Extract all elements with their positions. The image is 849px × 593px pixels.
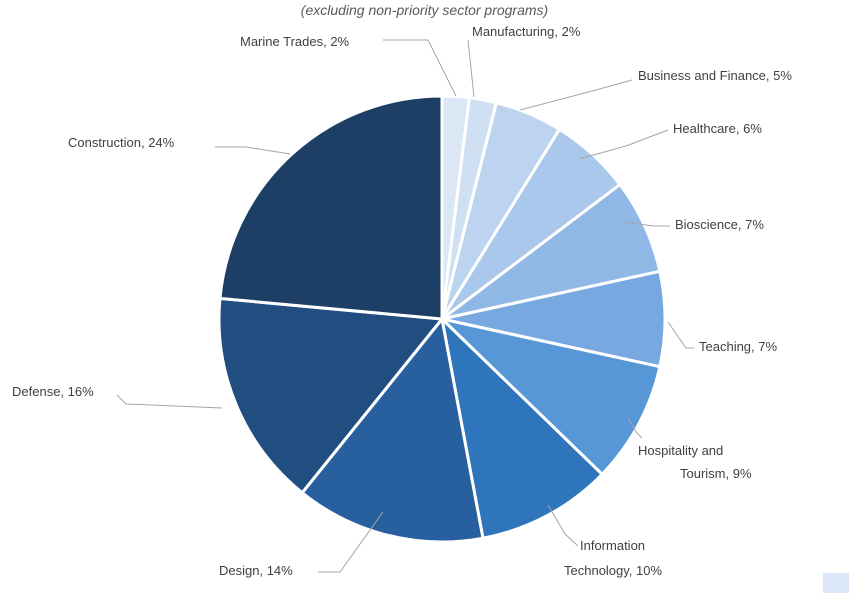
leader-line-information-technology	[547, 504, 579, 547]
leader-line-manufacturing	[467, 39, 475, 98]
pie-slice-defense	[217, 296, 445, 495]
leader-line-construction	[215, 146, 291, 155]
slice-label-defense: Defense, 16%	[12, 384, 94, 399]
leader-line-teaching	[667, 321, 694, 349]
slice-labels: Marine Trades, 2% Manufacturing, 2% Busine…	[12, 24, 792, 578]
slice-label-hospitality-and-tourism: Hospitality and Tourism, 9%	[638, 443, 752, 481]
slice-label-manufacturing: Manufacturing, 2%	[472, 24, 581, 39]
leader-line-bioscience	[621, 221, 670, 227]
slice-label-teaching: Teaching, 7%	[699, 339, 777, 354]
slice-label-marine-trades: Marine Trades, 2%	[240, 34, 350, 49]
slice-label-design: Design, 14%	[219, 563, 293, 578]
pie-slice-information-technology	[439, 314, 605, 540]
slice-label-healthcare: Healthcare, 6%	[673, 121, 762, 136]
leader-line-marine-trades	[383, 39, 457, 97]
leader-line-hospitality-and-tourism	[627, 417, 643, 439]
slice-label-bioscience: Bioscience, 7%	[675, 217, 764, 232]
chart-subtitle: (excluding non-priority sector programs)	[300, 2, 549, 18]
leader-line-healthcare	[578, 129, 669, 160]
pie-slice-construction	[218, 94, 444, 321]
leader-line-business-and-finance	[519, 79, 633, 111]
slice-label-business-and-finance: Business and Finance, 5%	[638, 68, 792, 83]
slice-label-information-technology: Information Technology, 10%	[564, 538, 662, 578]
corner-decoration	[823, 573, 849, 593]
pie-slice-hospitality-and-tourism	[437, 316, 662, 477]
pie-slice-design	[300, 315, 485, 544]
slice-label-construction: Construction, 24%	[68, 135, 175, 150]
leader-line-design	[318, 511, 384, 573]
leader-line-defense	[116, 394, 223, 409]
leader-lines	[116, 39, 694, 573]
pie-slices	[217, 94, 667, 544]
